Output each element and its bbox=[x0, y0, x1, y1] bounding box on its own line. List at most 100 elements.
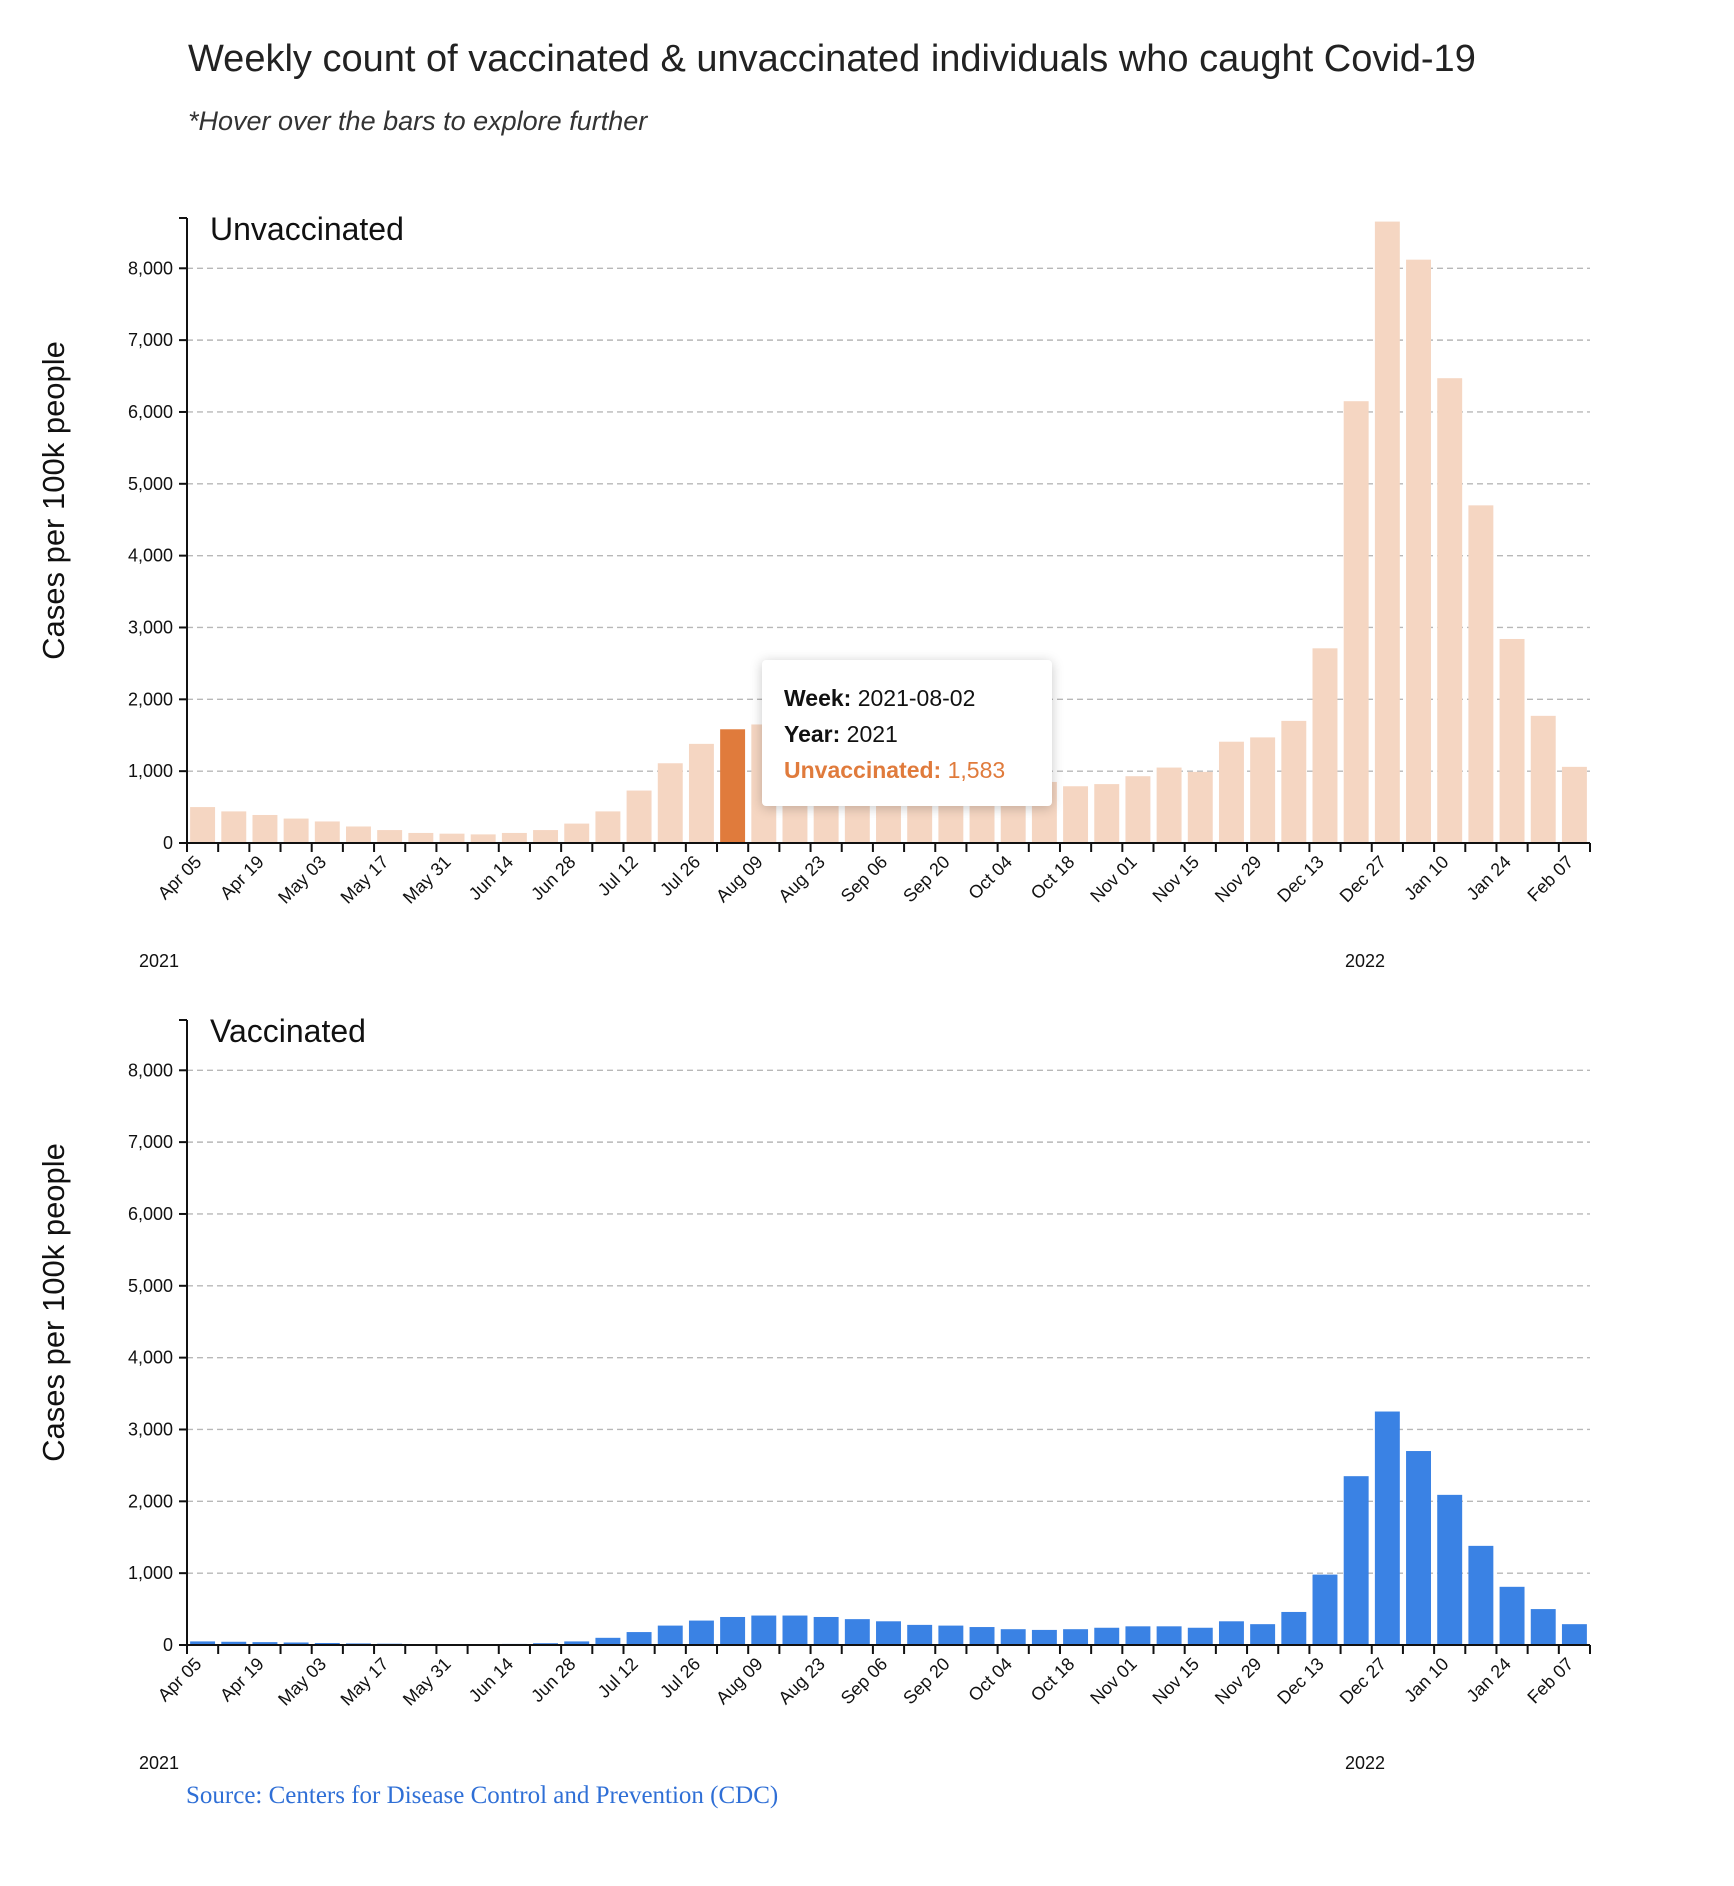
vax-bar[interactable] bbox=[1094, 1627, 1120, 1645]
vax-bar[interactable] bbox=[876, 1621, 901, 1645]
vax-xtick-label: May 03 bbox=[274, 1654, 330, 1710]
tooltip-week-value: 2021-08-02 bbox=[857, 685, 976, 711]
unvax-bar[interactable] bbox=[408, 832, 434, 843]
unvax-xtick-label: Aug 23 bbox=[774, 852, 828, 906]
vax-bar[interactable] bbox=[1250, 1624, 1276, 1645]
chart-subtitle: *Hover over the bars to explore further bbox=[188, 106, 648, 136]
vax-bar[interactable] bbox=[938, 1625, 964, 1645]
unvax-bar[interactable] bbox=[1499, 638, 1525, 843]
vax-xtick-label: Aug 09 bbox=[712, 1654, 766, 1708]
vax-bar[interactable] bbox=[1343, 1476, 1369, 1645]
vax-bar[interactable] bbox=[907, 1624, 933, 1645]
vax-bar[interactable] bbox=[1406, 1451, 1431, 1645]
vax-xtick-label: Oct 04 bbox=[964, 1654, 1016, 1706]
vax-bar[interactable] bbox=[1125, 1626, 1151, 1645]
source-link[interactable]: Source: Centers for Disease Control and … bbox=[186, 1782, 779, 1809]
vax-panel-title: Vaccinated bbox=[210, 1013, 366, 1049]
unvax-bar[interactable] bbox=[1094, 784, 1120, 843]
unvax-bar[interactable] bbox=[1063, 786, 1089, 843]
unvax-bar[interactable] bbox=[657, 763, 683, 843]
unvax-bar[interactable] bbox=[720, 729, 746, 843]
vax-bar[interactable] bbox=[595, 1637, 621, 1645]
unvax-bar[interactable] bbox=[439, 833, 465, 843]
unvax-xtick-label: Jul 12 bbox=[594, 852, 642, 900]
unvax-bar[interactable] bbox=[1312, 648, 1338, 843]
vax-y-axis-label: Cases per 100k people bbox=[36, 1143, 71, 1462]
unvax-ytick-label: 8,000 bbox=[128, 258, 173, 278]
unvax-ytick-label: 6,000 bbox=[128, 402, 173, 422]
vax-bar[interactable] bbox=[1281, 1611, 1307, 1645]
vax-xtick-label: May 31 bbox=[399, 1654, 455, 1710]
vax-bar[interactable] bbox=[1000, 1629, 1026, 1645]
vax-bar[interactable] bbox=[1187, 1627, 1213, 1645]
vax-bar[interactable] bbox=[657, 1625, 683, 1645]
unvax-bar[interactable] bbox=[688, 743, 714, 843]
tooltip-series-value: 1,583 bbox=[947, 757, 1006, 783]
unvax-ytick-label: 1,000 bbox=[128, 761, 173, 781]
vax-bar[interactable] bbox=[564, 1641, 590, 1645]
unvax-bar[interactable] bbox=[1156, 767, 1182, 843]
unvax-bar[interactable] bbox=[626, 790, 652, 843]
unvax-bar[interactable] bbox=[252, 814, 278, 843]
unvax-bar[interactable] bbox=[346, 826, 371, 843]
vax-bar[interactable] bbox=[221, 1641, 247, 1645]
vax-bar[interactable] bbox=[688, 1620, 714, 1645]
vax-xtick-label: Oct 18 bbox=[1027, 1654, 1079, 1706]
unvax-xtick-label: Nov 29 bbox=[1211, 852, 1265, 906]
vax-bar[interactable] bbox=[782, 1615, 808, 1645]
unvax-bar[interactable] bbox=[314, 821, 340, 843]
unvax-bar[interactable] bbox=[533, 830, 559, 843]
unvax-bar[interactable] bbox=[1561, 766, 1587, 843]
vax-bar[interactable] bbox=[190, 1641, 216, 1645]
vax-bar[interactable] bbox=[283, 1642, 309, 1645]
unvax-bar[interactable] bbox=[1187, 771, 1213, 843]
vax-ytick-label: 0 bbox=[163, 1635, 173, 1655]
vax-bar[interactable] bbox=[626, 1632, 652, 1645]
unvax-bar[interactable] bbox=[1374, 221, 1400, 844]
vax-ytick-label: 7,000 bbox=[128, 1132, 173, 1152]
unvax-bar[interactable] bbox=[1218, 741, 1244, 843]
unvax-bar[interactable] bbox=[1406, 259, 1431, 844]
vax-bar[interactable] bbox=[252, 1642, 278, 1645]
unvax-bar[interactable] bbox=[221, 811, 247, 843]
vax-bar[interactable] bbox=[751, 1615, 777, 1645]
tooltip-year-label: Year: bbox=[784, 721, 841, 747]
vax-ytick-label: 2,000 bbox=[128, 1491, 173, 1511]
unvax-bar[interactable] bbox=[377, 830, 403, 843]
vax-bar[interactable] bbox=[813, 1616, 839, 1645]
vax-bar[interactable] bbox=[1468, 1545, 1494, 1645]
unvax-bar[interactable] bbox=[501, 832, 527, 843]
unvax-bar[interactable] bbox=[595, 811, 621, 843]
chart-title: Weekly count of vaccinated & unvaccinate… bbox=[188, 38, 1476, 80]
unvax-bar[interactable] bbox=[470, 834, 496, 843]
vax-bar[interactable] bbox=[1218, 1621, 1244, 1645]
unvax-bar[interactable] bbox=[190, 807, 216, 843]
unvax-bar[interactable] bbox=[1250, 737, 1276, 843]
vax-bar[interactable] bbox=[1437, 1494, 1463, 1645]
vax-bar[interactable] bbox=[844, 1619, 870, 1645]
unvax-xtick-label: May 03 bbox=[274, 852, 330, 908]
vax-bar[interactable] bbox=[1312, 1574, 1338, 1645]
vax-xtick-label: Nov 01 bbox=[1086, 1654, 1140, 1708]
vax-xtick-label: May 17 bbox=[337, 1654, 393, 1710]
unvax-xtick-label: Dec 13 bbox=[1273, 852, 1327, 906]
vax-bar[interactable] bbox=[1063, 1629, 1089, 1645]
unvax-bar[interactable] bbox=[1125, 776, 1151, 843]
unvax-bar[interactable] bbox=[1468, 505, 1494, 843]
vax-bar[interactable] bbox=[1031, 1629, 1057, 1645]
unvax-xtick-label: May 31 bbox=[399, 852, 455, 908]
unvax-bar[interactable] bbox=[283, 818, 309, 843]
vax-bar[interactable] bbox=[314, 1642, 340, 1645]
unvax-bar[interactable] bbox=[564, 823, 590, 843]
vax-bar[interactable] bbox=[1499, 1586, 1525, 1645]
vax-bar[interactable] bbox=[1530, 1609, 1556, 1645]
unvax-bar[interactable] bbox=[1530, 715, 1556, 843]
vax-bar[interactable] bbox=[1374, 1411, 1400, 1645]
vax-bar[interactable] bbox=[969, 1627, 995, 1645]
vax-bar[interactable] bbox=[720, 1616, 746, 1645]
unvax-bar[interactable] bbox=[1437, 378, 1463, 843]
vax-bar[interactable] bbox=[1561, 1624, 1587, 1645]
unvax-bar[interactable] bbox=[1343, 401, 1369, 843]
vax-bar[interactable] bbox=[1156, 1626, 1182, 1645]
unvax-bar[interactable] bbox=[1281, 720, 1307, 843]
